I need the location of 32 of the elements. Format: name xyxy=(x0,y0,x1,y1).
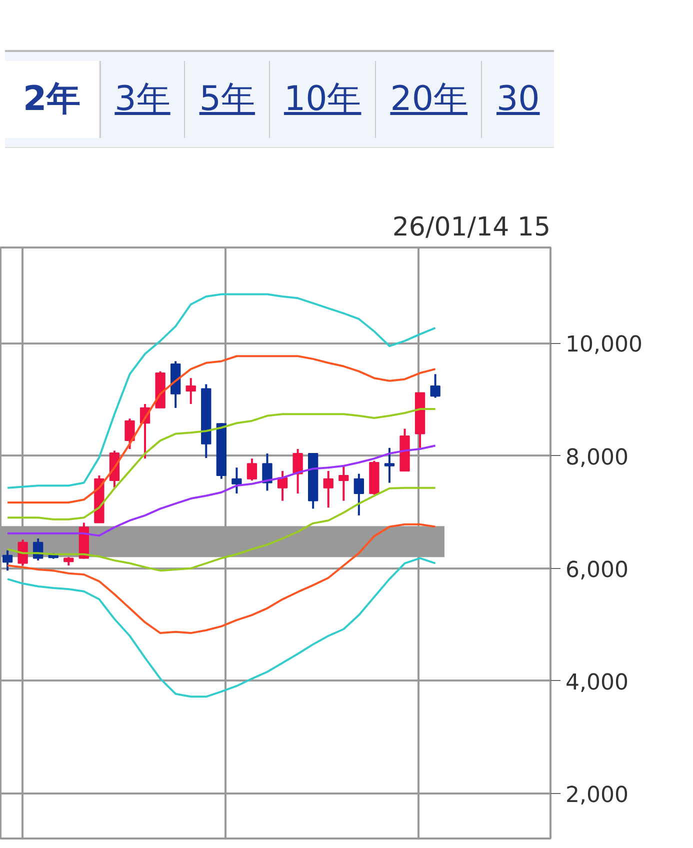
y-tick-label: 10,000 xyxy=(566,332,642,358)
candlestick xyxy=(292,448,303,494)
candlestick xyxy=(186,377,196,405)
y-tick-label: 8,000 xyxy=(566,445,628,470)
candlestick xyxy=(2,549,13,572)
candlestick xyxy=(338,464,349,502)
text: 5年 xyxy=(184,61,269,138)
y-tick-label: 6,000 xyxy=(566,558,628,583)
text: 20年 xyxy=(375,61,482,138)
y-tick-label: 2,000 xyxy=(566,782,628,808)
candlestick xyxy=(262,452,272,492)
line-series xyxy=(6,486,436,572)
line-series xyxy=(6,557,436,698)
candlestick xyxy=(246,458,258,482)
text: 30 xyxy=(481,61,554,138)
line-series xyxy=(6,408,436,520)
text: 3年 xyxy=(100,61,184,138)
text: 10年 xyxy=(268,61,376,138)
text: 2年 xyxy=(5,61,100,138)
candlestick xyxy=(232,466,242,494)
candlestick xyxy=(354,472,364,516)
candlestick xyxy=(124,418,135,450)
candlestick xyxy=(430,373,440,399)
candlestick xyxy=(323,470,334,509)
text: 26/01/14 15 xyxy=(392,212,551,242)
y-tick-label: 4,000 xyxy=(566,670,628,696)
line-series xyxy=(6,293,436,489)
candlestick xyxy=(384,446,395,484)
line-series xyxy=(6,355,436,504)
candlestick xyxy=(18,538,28,567)
line-series xyxy=(6,523,436,634)
line-series xyxy=(6,444,436,537)
